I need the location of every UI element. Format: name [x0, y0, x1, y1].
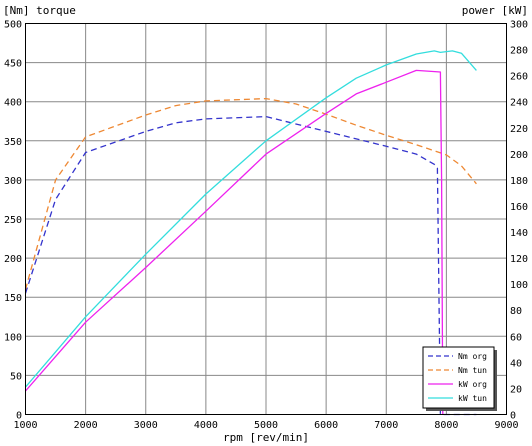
- series-line-kw-tun: [25, 50, 477, 388]
- series-line-nm-org: [24, 115, 477, 416]
- x-tick-label: 6000: [314, 420, 338, 431]
- y-right-tick-label: 60: [510, 332, 522, 343]
- y-left-tick-label: 200: [4, 254, 22, 265]
- y-right-tick-label: 40: [510, 358, 522, 369]
- y-left-tick-label: 50: [10, 371, 22, 382]
- x-tick-label: 4000: [194, 420, 218, 431]
- x-tick-label: 1000: [13, 420, 37, 431]
- y-left-tick-label: 0: [16, 411, 22, 422]
- x-tick-label: 8000: [434, 420, 458, 431]
- y-left-axis-ticks: 0 50 100 150 200 250 300 350 400 450 500: [4, 20, 22, 422]
- x-tick-label: 7000: [374, 420, 398, 431]
- y-right-tick-label: 140: [510, 228, 528, 239]
- legend: Nm org Nm tun kW org kW tun: [422, 346, 497, 411]
- y-right-tick-label: 20: [510, 384, 522, 395]
- y-right-tick-label: 180: [510, 176, 528, 187]
- x-tick-label: 2000: [74, 420, 98, 431]
- y-left-tick-label: 450: [4, 59, 22, 70]
- series-lines: [24, 50, 477, 416]
- series-line-nm-tun: [24, 97, 477, 290]
- x-axis-ticks: 1000 2000 3000 4000 5000 6000 7000 8000 9000: [13, 420, 518, 431]
- y-right-tick-label: 280: [510, 46, 528, 57]
- legend-label: kW tun: [458, 394, 487, 403]
- y-left-tick-label: 250: [4, 215, 22, 226]
- legend-label: kW org: [458, 380, 487, 389]
- y-left-tick-label: 400: [4, 98, 22, 109]
- x-tick-label: 3000: [134, 420, 158, 431]
- y-left-tick-label: 300: [4, 176, 22, 187]
- y-right-tick-label: 0: [510, 411, 516, 422]
- y-right-tick-label: 80: [510, 306, 522, 317]
- y-right-tick-label: 120: [510, 254, 528, 265]
- y-right-tick-label: 100: [510, 280, 528, 291]
- y-left-tick-label: 100: [4, 332, 22, 343]
- plot-frame: [25, 23, 507, 415]
- y-left-tick-label: 350: [4, 137, 22, 148]
- y-left-tick-label: 150: [4, 293, 22, 304]
- legend-label: Nm org: [458, 352, 487, 361]
- y-right-tick-label: 260: [510, 72, 528, 83]
- x-tick-label: 5000: [254, 420, 278, 431]
- y-right-axis-ticks: 0 20 40 60 80 100 120 140 160 180 200 220 240 260 280 3…: [510, 20, 528, 422]
- x-tick-label: 9000: [494, 420, 518, 431]
- y-left-tick-label: 500: [4, 20, 22, 31]
- series-line-kw-org: [25, 69, 444, 415]
- x-axis-label: rpm [rev/min]: [223, 431, 309, 444]
- right-axis-title: power [kW]: [462, 4, 528, 17]
- y-right-tick-label: 240: [510, 98, 528, 109]
- y-right-tick-label: 220: [510, 124, 528, 135]
- legend-label: Nm tun: [458, 366, 487, 375]
- left-axis-title: [Nm] torque: [3, 4, 76, 17]
- y-right-tick-label: 160: [510, 202, 528, 213]
- y-right-tick-label: 200: [510, 150, 528, 161]
- y-right-tick-label: 300: [510, 20, 528, 31]
